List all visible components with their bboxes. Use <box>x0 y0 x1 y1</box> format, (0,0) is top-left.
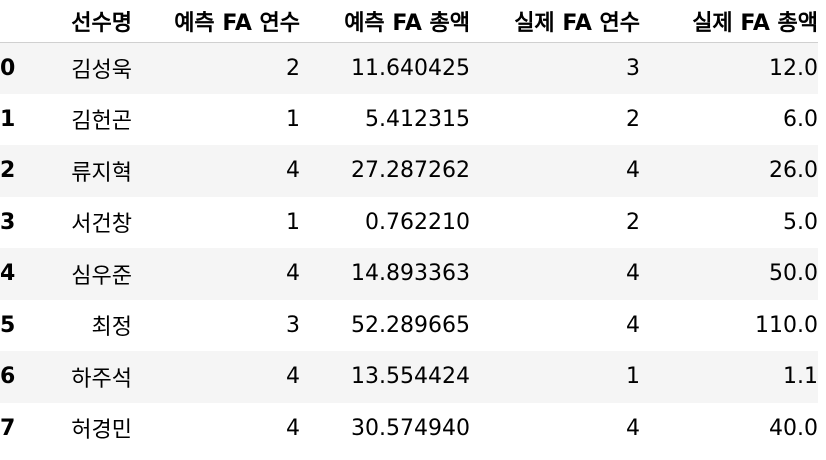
row-index: 1 <box>0 106 16 132</box>
cell-actual-fa-years: 4 <box>626 158 640 184</box>
cell-actual-fa-total: 40.0 <box>769 415 818 441</box>
cell-predicted-fa-total: 11.640425 <box>351 55 470 81</box>
cell-predicted-fa-years: 4 <box>286 415 300 441</box>
header-player-name: 선수명 <box>42 0 132 43</box>
row-index: 2 <box>0 158 16 184</box>
cell-predicted-fa-years: 4 <box>286 158 300 184</box>
header-actual-fa-years: 실제 FA 연수 <box>470 0 640 43</box>
row-index: 7 <box>0 415 16 441</box>
cell-predicted-fa-years: 4 <box>286 261 300 287</box>
table-header: 선수명 예측 FA 연수 예측 FA 총액 실제 FA 연수 실제 FA 총액 <box>0 0 818 43</box>
row-index: 6 <box>0 364 16 390</box>
cell-player-name: 서건창 <box>71 212 132 238</box>
table-row: 3 서건창 1 0.762210 2 5.0 <box>0 196 818 248</box>
header-actual-fa-total: 실제 FA 총액 <box>640 0 818 43</box>
cell-actual-fa-years: 4 <box>626 261 640 287</box>
header-predicted-fa-total: 예측 FA 총액 <box>300 0 470 43</box>
cell-player-name: 류지혁 <box>71 160 132 186</box>
cell-actual-fa-total: 1.1 <box>783 364 818 390</box>
table-row: 4 심우준 4 14.893363 4 50.0 <box>0 248 818 300</box>
cell-predicted-fa-years: 4 <box>286 364 300 390</box>
header-row: 선수명 예측 FA 연수 예측 FA 총액 실제 FA 연수 실제 FA 총액 <box>0 0 818 43</box>
cell-player-name: 허경민 <box>71 418 132 444</box>
cell-actual-fa-years: 1 <box>626 364 640 390</box>
cell-actual-fa-total: 26.0 <box>769 158 818 184</box>
cell-predicted-fa-years: 3 <box>286 312 300 338</box>
cell-predicted-fa-total: 0.762210 <box>365 209 470 235</box>
cell-predicted-fa-total: 27.287262 <box>351 158 470 184</box>
table-row: 6 하주석 4 13.554424 1 1.1 <box>0 351 818 403</box>
cell-actual-fa-total: 5.0 <box>783 209 818 235</box>
header-index <box>0 0 42 43</box>
cell-predicted-fa-years: 2 <box>286 55 300 81</box>
table-row: 1 김헌곤 1 5.412315 2 6.0 <box>0 93 818 145</box>
cell-predicted-fa-total: 52.289665 <box>351 312 470 338</box>
cell-player-name: 하주석 <box>71 366 132 392</box>
table-row: 7 허경민 4 30.574940 4 40.0 <box>0 402 818 454</box>
cell-actual-fa-years: 3 <box>626 55 640 81</box>
row-index: 3 <box>0 209 16 235</box>
cell-actual-fa-years: 4 <box>626 415 640 441</box>
cell-actual-fa-years: 4 <box>626 312 640 338</box>
cell-player-name: 최정 <box>91 315 132 341</box>
row-index: 4 <box>0 261 16 287</box>
cell-actual-fa-total: 50.0 <box>769 261 818 287</box>
cell-actual-fa-total: 110.0 <box>755 312 818 338</box>
row-index: 0 <box>0 55 16 81</box>
cell-player-name: 김헌곤 <box>71 109 132 135</box>
cell-predicted-fa-total: 30.574940 <box>351 415 470 441</box>
cell-predicted-fa-years: 1 <box>286 106 300 132</box>
cell-player-name: 김성욱 <box>71 58 132 83</box>
cell-predicted-fa-total: 14.893363 <box>351 261 470 287</box>
cell-player-name: 심우준 <box>71 263 132 289</box>
cell-predicted-fa-total: 5.412315 <box>365 106 470 132</box>
table-row: 5 최정 3 52.289665 4 110.0 <box>0 299 818 351</box>
table-row: 0 김성욱 2 11.640425 3 12.0 <box>0 42 818 94</box>
table-body: 0 김성욱 2 11.640425 3 12.0 1 김헌곤 1 5.412315 2 6.0 2 류지혁… <box>0 42 818 454</box>
header-predicted-fa-years: 예측 FA 연수 <box>132 0 300 43</box>
row-index: 5 <box>0 312 16 338</box>
cell-predicted-fa-total: 13.554424 <box>351 364 470 390</box>
cell-actual-fa-total: 12.0 <box>769 55 818 81</box>
cell-predicted-fa-years: 1 <box>286 209 300 235</box>
dataframe-table: 선수명 예측 FA 연수 예측 FA 총액 실제 FA 연수 실제 FA 총액 … <box>0 0 818 454</box>
table-row: 2 류지혁 4 27.287262 4 26.0 <box>0 145 818 197</box>
cell-actual-fa-years: 2 <box>626 209 640 235</box>
cell-actual-fa-years: 2 <box>626 106 640 132</box>
cell-actual-fa-total: 6.0 <box>783 106 818 132</box>
